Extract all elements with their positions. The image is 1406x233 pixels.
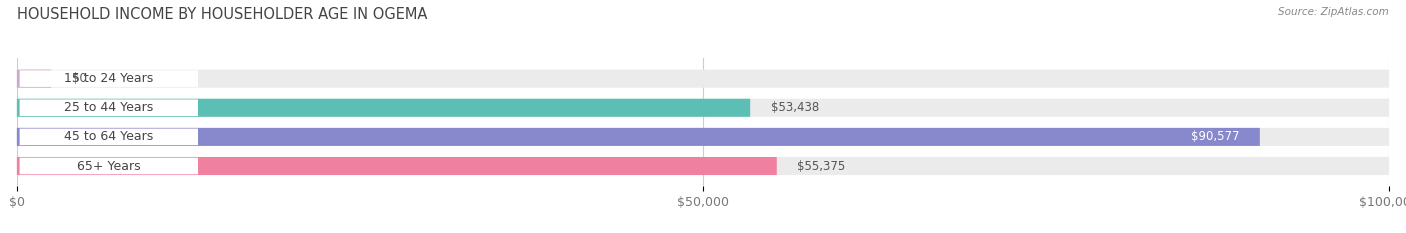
FancyBboxPatch shape <box>20 70 198 87</box>
FancyBboxPatch shape <box>17 157 1389 175</box>
FancyBboxPatch shape <box>17 70 1389 88</box>
Text: $90,577: $90,577 <box>1191 130 1239 143</box>
Text: HOUSEHOLD INCOME BY HOUSEHOLDER AGE IN OGEMA: HOUSEHOLD INCOME BY HOUSEHOLDER AGE IN O… <box>17 7 427 22</box>
Text: $0: $0 <box>72 72 87 85</box>
Text: 25 to 44 Years: 25 to 44 Years <box>65 101 153 114</box>
Text: 45 to 64 Years: 45 to 64 Years <box>65 130 153 143</box>
Text: 65+ Years: 65+ Years <box>77 160 141 172</box>
FancyBboxPatch shape <box>17 99 1389 117</box>
Text: $53,438: $53,438 <box>770 101 820 114</box>
FancyBboxPatch shape <box>17 128 1260 146</box>
FancyBboxPatch shape <box>20 158 198 174</box>
FancyBboxPatch shape <box>17 99 751 117</box>
FancyBboxPatch shape <box>17 70 51 88</box>
FancyBboxPatch shape <box>17 128 1389 146</box>
FancyBboxPatch shape <box>20 129 198 145</box>
Text: Source: ZipAtlas.com: Source: ZipAtlas.com <box>1278 7 1389 17</box>
Text: $55,375: $55,375 <box>797 160 845 172</box>
FancyBboxPatch shape <box>20 99 198 116</box>
FancyBboxPatch shape <box>17 157 776 175</box>
Text: 15 to 24 Years: 15 to 24 Years <box>65 72 153 85</box>
